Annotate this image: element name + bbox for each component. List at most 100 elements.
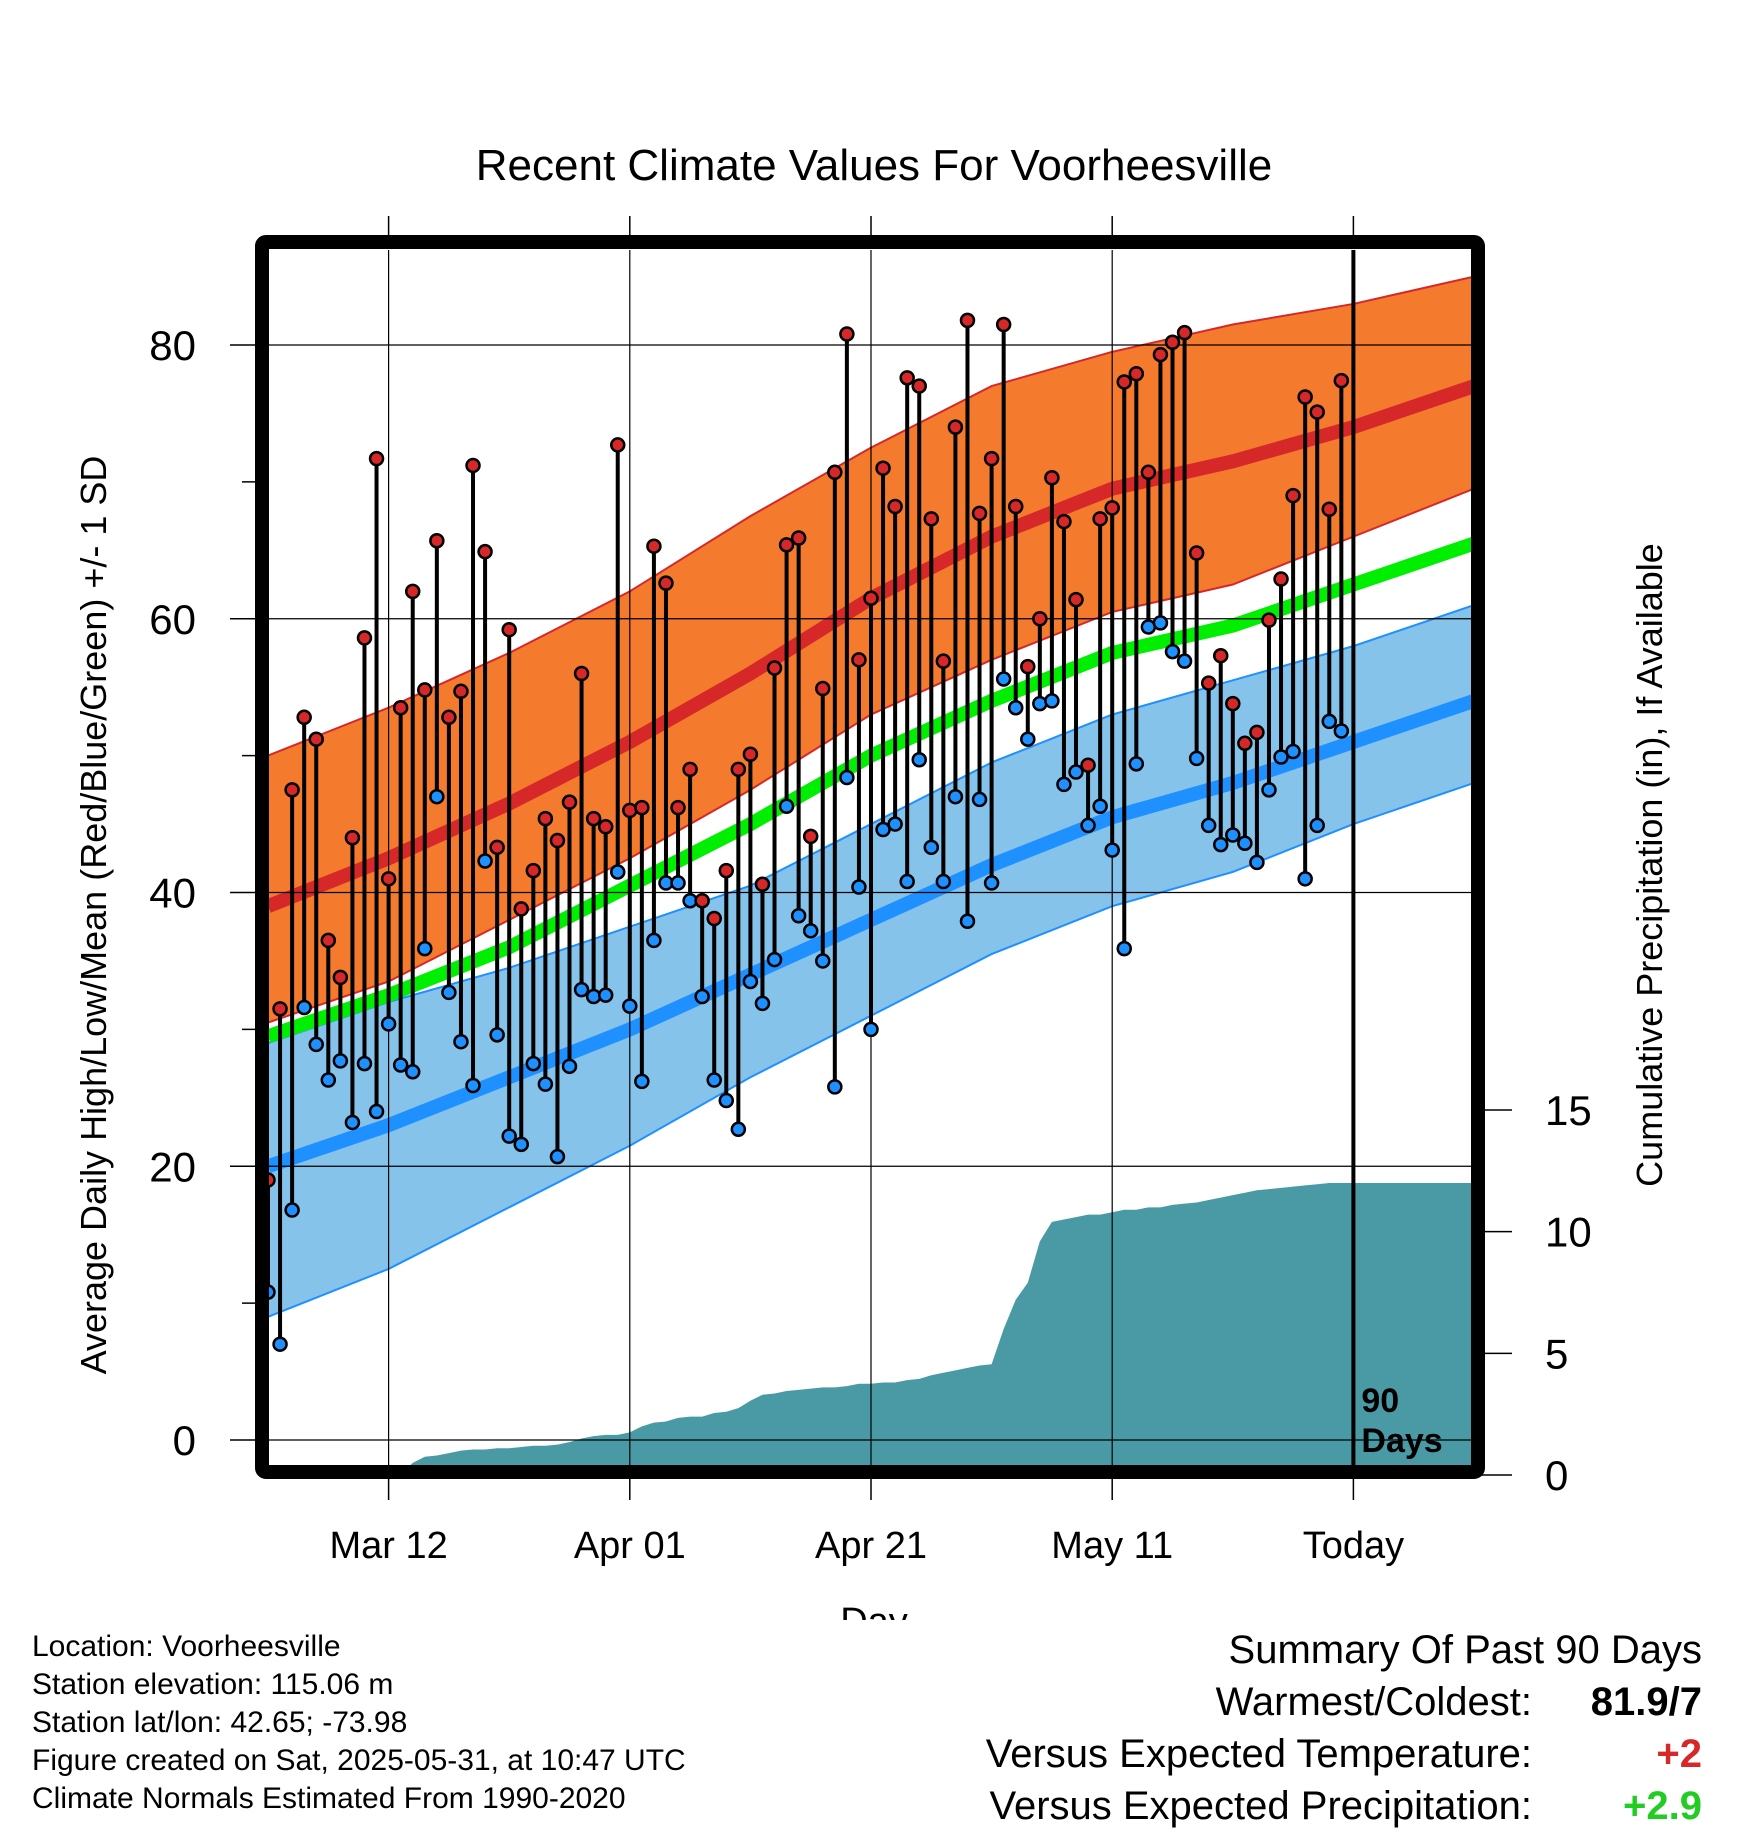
daily-low-point [272,1336,288,1352]
today-days-number: 90 [1361,1382,1399,1420]
daily-low-point [477,853,493,869]
daily-high-point [851,652,867,668]
daily-high-point [947,419,964,435]
daily-low-point [827,1079,843,1095]
daily-low-point [1200,817,1217,834]
daily-low-point [441,984,457,1001]
daily-low-point [513,1136,530,1153]
daily-high-point [1309,404,1325,420]
daily-low-point [417,940,433,957]
daily-high-point [634,799,650,816]
y-tick-label: 0 [173,1417,196,1464]
daily-low-point [1273,749,1289,765]
daily-high-point [1092,511,1108,527]
temp-label: Versus Expected Temperature: [985,1732,1532,1776]
daily-high-point [561,794,578,810]
chart-title: Recent Climate Values For Voorheesville [476,141,1272,190]
daily-low-point [742,973,759,990]
daily-high-point [875,460,891,476]
daily-low-point [392,1057,409,1073]
daily-low-point [1104,842,1120,858]
daily-low-point [1309,817,1325,834]
latlon-text: Station lat/lon: 42.65; -73.98 [32,1706,408,1739]
daily-low-point [971,791,988,808]
precip-label: Versus Expected Precipitation: [989,1784,1532,1828]
daily-high-point [935,653,952,669]
daily-low-point [549,1148,566,1165]
daily-high-point [380,871,397,887]
summary-warmest-row: Warmest/Coldest: 81.9/7 [986,1676,1702,1728]
daily-low-point [320,1072,337,1088]
daily-high-point [911,378,927,394]
daily-high-point [863,590,879,606]
daily-high-point [501,621,517,638]
y2-tick-label: 10 [1545,1209,1592,1256]
daily-high-point [268,1172,276,1188]
daily-high-point [983,450,1000,467]
y-tick-label: 60 [149,596,196,643]
daily-high-point [802,828,819,845]
daily-high-point [1297,389,1313,405]
daily-high-point [1152,346,1169,363]
daily-low-point [537,1076,554,1092]
daily-low-point [268,1284,276,1300]
y-tick-label: 80 [149,322,196,369]
daily-low-point [332,1053,349,1069]
daily-low-point [573,981,590,998]
daily-high-point [332,969,349,986]
daily-low-point [1116,940,1133,957]
daily-low-point [453,1033,469,1050]
daily-low-point [284,1202,300,1218]
daily-low-point [1237,835,1253,851]
daily-low-point [1164,643,1181,660]
daily-high-point [1164,334,1181,351]
today-days-word: Days [1361,1422,1442,1460]
summary-panel: Summary Of Past 90 Days Warmest/Coldest:… [986,1624,1702,1832]
climate-chart: Recent Climate Values For Voorheesville … [73,141,1670,1620]
summary-title: Summary Of Past 90 Days [986,1624,1702,1676]
daily-low-point [754,995,771,1012]
daily-high-point [609,437,626,453]
daily-high-point [1225,695,1241,712]
daily-high-point [1285,487,1301,504]
daily-high-point [670,799,686,816]
x-tick-label: Mar 12 [329,1525,447,1567]
daily-high-point [682,761,698,778]
daily-high-point [839,326,855,342]
daily-low-point [718,1092,735,1109]
daily-high-point [1140,464,1157,481]
daily-low-point [875,821,891,838]
daily-high-point [1333,372,1350,389]
daily-high-point [537,810,554,827]
daily-high-point [718,862,735,879]
daily-high-point [1044,470,1060,486]
daily-low-point [670,875,686,891]
y2-tick-label: 0 [1545,1452,1568,1499]
daily-low-point [1297,871,1313,887]
daily-low-point [923,839,940,856]
daily-low-point [561,1058,578,1075]
daily-high-point [899,370,915,386]
daily-low-point [1225,827,1241,843]
daily-high-point [706,910,722,927]
daily-high-point [1176,324,1193,341]
daily-high-point [441,709,457,726]
warmest-label: Warmest/Coldest: [1215,1680,1532,1724]
daily-low-point [887,816,903,832]
daily-high-point [766,660,783,676]
daily-low-point [1333,723,1350,739]
x-tick-label: Today [1303,1525,1404,1567]
y-tick-label: 40 [149,870,196,917]
daily-low-point [489,1027,505,1043]
daily-low-point [356,1055,373,1072]
daily-high-point [1032,611,1048,627]
daily-low-point [851,879,867,895]
daily-low-point [790,908,807,924]
daily-low-point [609,864,626,880]
daily-low-point [1261,782,1277,798]
x-tick-label: May 11 [1051,1525,1173,1567]
daily-high-point [1104,500,1120,516]
daily-high-point [1128,365,1145,382]
elevation-text: Station elevation: 115.06 m [32,1668,394,1701]
y2-tick-label: 5 [1545,1330,1568,1377]
